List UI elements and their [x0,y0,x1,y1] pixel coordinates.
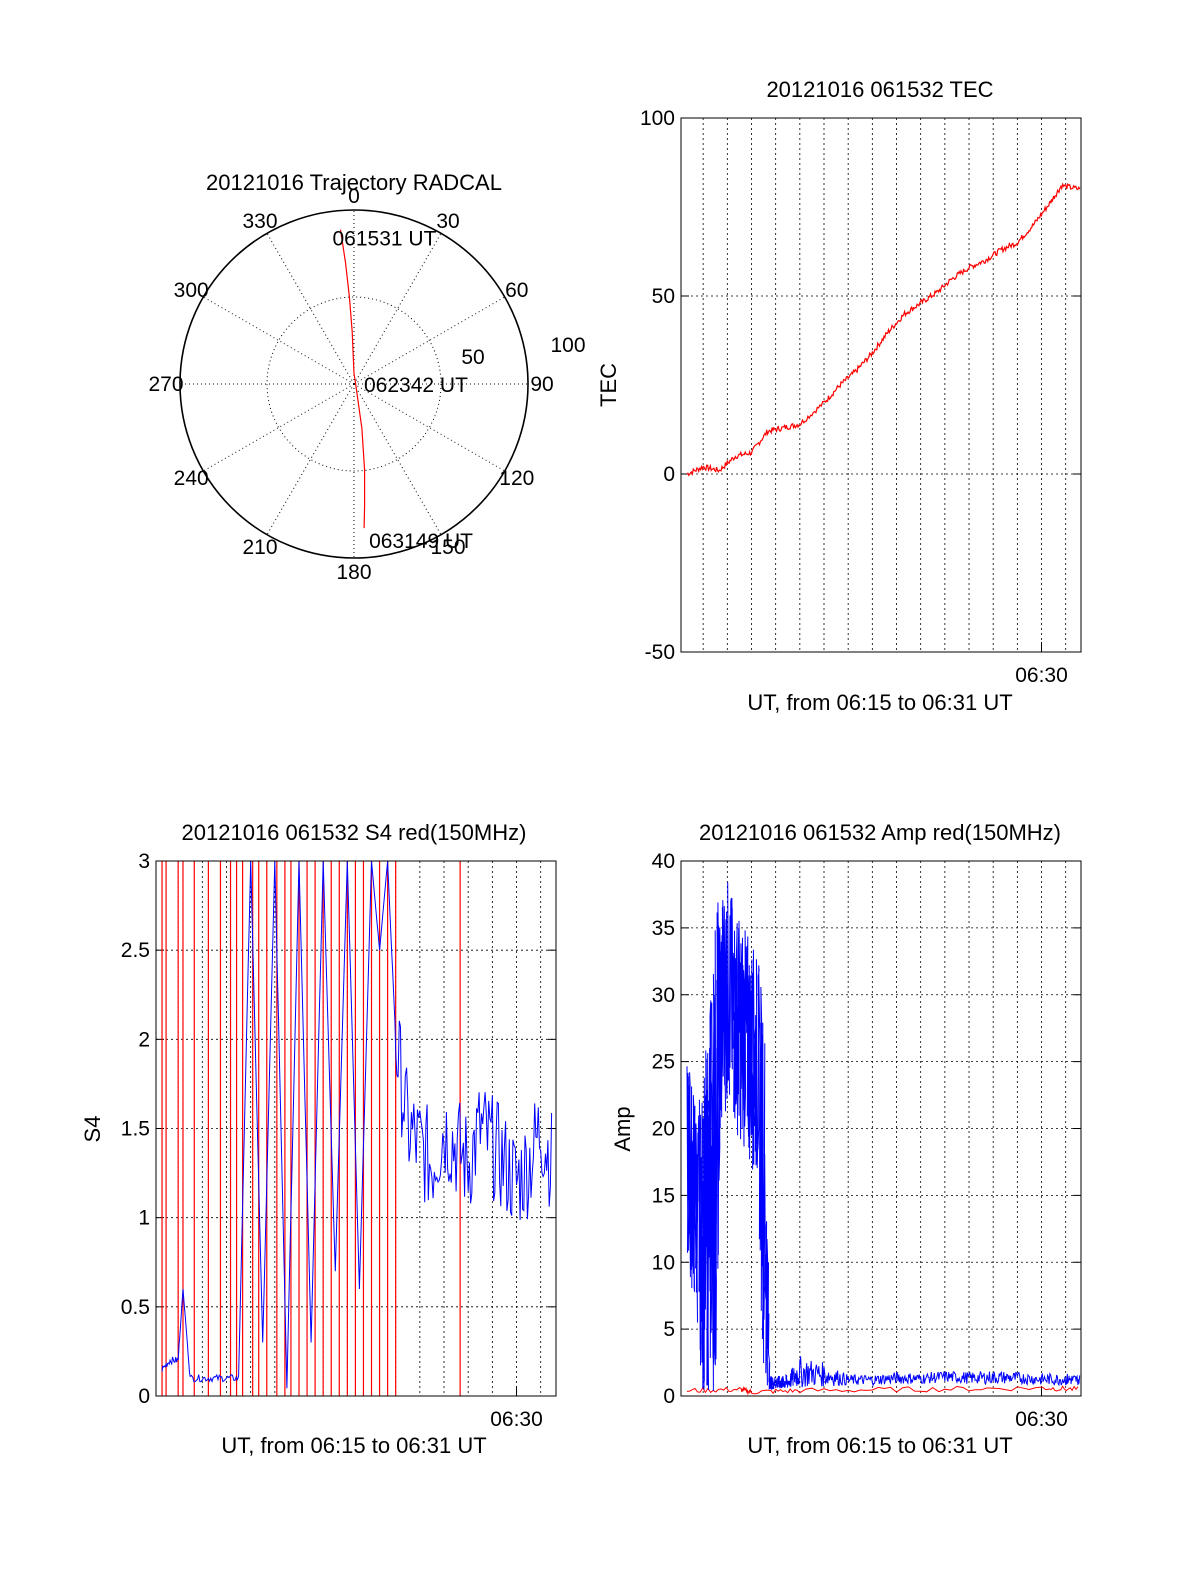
tec-y-tick-labels: -50 0 50 100 [640,107,675,664]
amp-y-tick-label: 10 [652,1251,675,1274]
tec-series [686,182,1081,477]
tec-y-tick-label: -50 [645,641,675,664]
polar-azimuth-label: 150 [430,536,465,559]
tec-x-tick-label: 06:30 [1015,664,1068,687]
polar-radial-label: 50 [461,346,484,369]
polar-spoke-300 [203,296,355,385]
amp-axes-frame [680,860,1082,1397]
tec-x-label: UT, from 06:15 to 06:31 UT [747,690,1012,715]
polar-radial-labels: 50 100 [461,334,585,369]
s4-axes-frame [155,860,557,1397]
s4-y-tick-label: 2 [138,1028,150,1051]
s4-blue-line [161,860,553,1389]
s4-x-tick-label: 06:30 [490,1408,543,1431]
s4-y-tick-label: 1.5 [121,1118,150,1141]
tec-axes-frame [680,117,1082,653]
s4-title: 20121016 061532 S4 red(150MHz) [182,820,527,845]
polar-time-annotation: 062342 UT [364,374,468,397]
polar-azimuth-label: 30 [436,210,459,233]
s4-y-tick-label: 3 [138,850,150,873]
s4-y-label: S4 [80,1116,105,1143]
tec-x-tick-labels: 06:30 [1015,664,1068,687]
s4-x-tick-labels: 06:30 [490,1408,543,1431]
polar-azimuth-label: 120 [499,467,534,490]
polar-time-annotation: 061531 UT [333,228,437,251]
polar-spoke-210 [266,383,355,535]
amp-y-tick-label: 0 [663,1385,675,1408]
polar-azimuth-label: 270 [148,373,183,396]
amp-blue-line [686,882,1081,1391]
polar-azimuth-label: 330 [242,210,277,233]
amp-x-tick-label: 06:30 [1015,1408,1068,1431]
s4-y-tick-label: 2.5 [121,939,150,962]
polar-spoke-240 [203,383,355,472]
polar-grid [179,209,529,559]
polar-spoke-150 [353,383,442,535]
amp-y-tick-labels: 0 5 10 15 20 25 30 35 40 [652,850,675,1408]
amp-y-tick-label: 35 [652,917,675,940]
tec-series-line [686,182,1081,477]
s4-panel: 20121016 061532 S4 red(150MHz) 0 0.5 1 1.5 2… [80,820,557,1458]
amp-y-tick-label: 40 [652,850,675,873]
amp-y-tick-label: 30 [652,984,675,1007]
polar-spoke-30 [353,233,442,385]
s4-x-label: UT, from 06:15 to 06:31 UT [221,1433,486,1458]
s4-series [161,860,553,1396]
polar-azimuth-label: 240 [174,467,209,490]
polar-radial-label: 100 [550,334,585,357]
amp-x-label: UT, from 06:15 to 06:31 UT [747,1433,1012,1458]
tec-y-label: TEC [596,363,621,407]
polar-time-annotation: 063149 UT [369,530,473,553]
tec-grid [681,117,1081,653]
amp-red-line [686,1385,1079,1396]
polar-trajectory-line [339,229,366,529]
s4-y-tick-label: 0 [138,1385,150,1408]
polar-title: 20121016 Trajectory RADCAL [206,170,502,195]
polar-azimuth-labels: 0 30 60 90 120 150 180 210 240 270 300 330 [148,185,553,584]
polar-spoke-60 [353,296,505,385]
amp-panel: 20121016 061532 Amp red(150MHz) 0 5 10 15 20… [610,820,1082,1458]
polar-inner-circle [266,296,442,472]
tec-y-tick-label: 0 [663,463,675,486]
tec-y-tick-label: 100 [640,107,675,130]
amp-y-tick-label: 25 [652,1051,675,1074]
polar-azimuth-label: 180 [336,561,371,584]
polar-spoke-120 [353,383,505,472]
amp-y-tick-label: 5 [663,1318,675,1341]
polar-azimuth-label: 0 [348,185,360,208]
amp-y-tick-label: 15 [652,1184,675,1207]
polar-annotations: 061531 UT 062342 UT 063149 UT [333,228,474,553]
polar-trajectory [339,229,366,529]
amp-series [686,882,1081,1396]
polar-azimuth-label: 60 [505,279,528,302]
s4-y-tick-label: 1 [138,1207,150,1230]
tec-title: 20121016 061532 TEC [766,77,993,102]
polar-azimuth-label: 300 [174,279,209,302]
amp-x-tick-labels: 06:30 [1015,1408,1068,1431]
amp-y-label: Amp [610,1106,635,1151]
polar-trajectory-panel: 20121016 Trajectory RADCAL 0 30 60 90 120 150… [148,170,585,584]
polar-outer-circle [179,209,529,559]
s4-y-tick-labels: 0 0.5 1 1.5 2 2.5 3 [121,850,150,1408]
polar-azimuth-label: 90 [530,373,553,396]
tec-y-tick-label: 50 [652,285,675,308]
amp-title: 20121016 061532 Amp red(150MHz) [699,820,1061,845]
s4-y-tick-label: 0.5 [121,1296,150,1319]
amp-y-tick-label: 20 [652,1118,675,1141]
polar-azimuth-label: 210 [242,536,277,559]
polar-spoke-330 [266,233,355,385]
